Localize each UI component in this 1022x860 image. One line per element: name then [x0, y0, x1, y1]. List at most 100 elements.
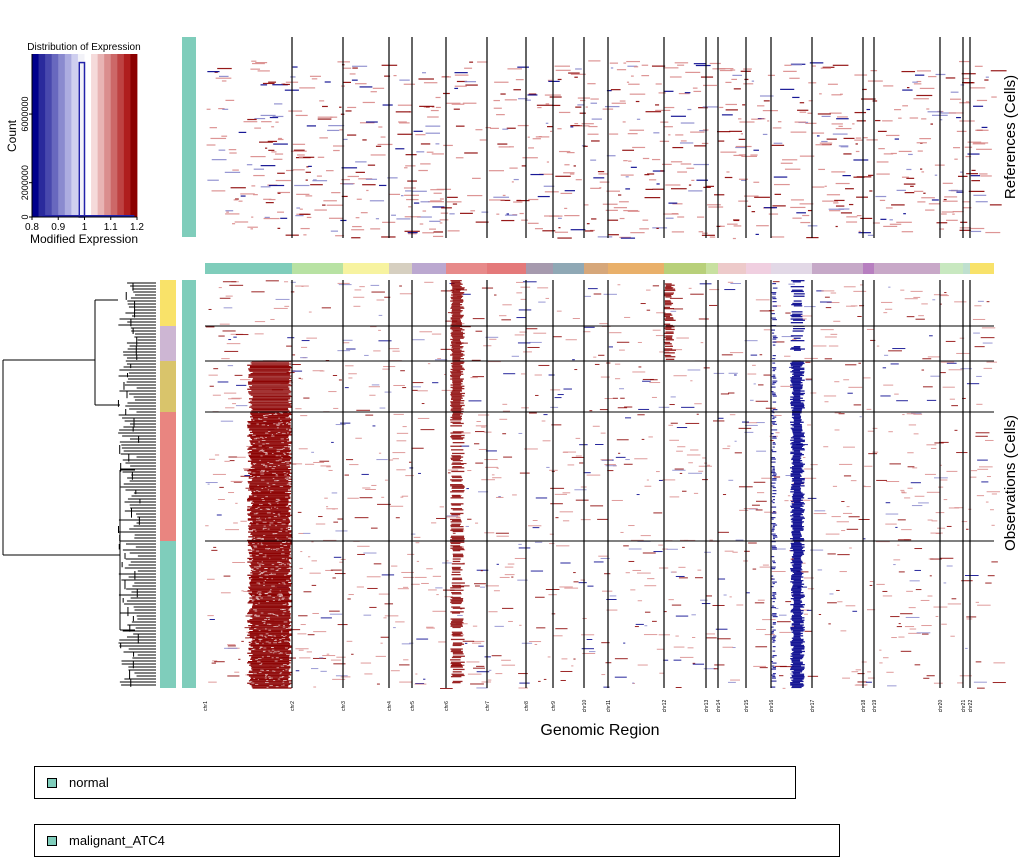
chr16-loss-mark	[792, 557, 801, 559]
chr1-gain-mark	[249, 635, 290, 638]
chr1-gain-texture	[281, 549, 285, 551]
observation-cnv-mark	[478, 448, 487, 450]
observation-cnv-mark	[644, 485, 652, 487]
chr16-loss-mark	[793, 415, 802, 417]
reference-cnv-mark	[420, 143, 431, 145]
reference-cnv-mark	[299, 208, 303, 210]
chr6-gain-mark	[452, 466, 462, 468]
chr1-gain-texture	[277, 650, 280, 652]
observation-cnv-mark	[396, 469, 406, 471]
chr1-gain-texture	[285, 496, 289, 498]
observation-cnv-mark	[730, 679, 741, 681]
reference-cnv-mark	[454, 85, 467, 87]
observation-cnv-mark	[700, 599, 708, 601]
observation-cnv-mark	[870, 339, 876, 341]
observation-cnv-mark	[225, 529, 240, 531]
reference-cnv-mark	[339, 106, 342, 108]
reference-cnv-mark	[738, 118, 742, 120]
observation-cnv-mark	[750, 399, 754, 401]
chr1-gain-texture	[281, 558, 285, 560]
observation-cnv-mark	[901, 529, 912, 531]
observation-cnv-mark	[837, 554, 850, 556]
chr1-gain-mark	[248, 422, 291, 424]
observation-cnv-mark	[879, 649, 882, 651]
reference-cnv-mark	[842, 175, 851, 177]
reference-cnv-mark	[431, 153, 444, 155]
chr16-loss-mark	[791, 679, 803, 681]
chr1-gain-texture	[270, 635, 273, 637]
reference-cnv-mark	[625, 176, 629, 178]
reference-cnv-mark	[498, 146, 511, 148]
observation-cnv-mark	[943, 499, 948, 501]
observation-cnv-mark	[409, 642, 414, 644]
chr1-gain-texture	[252, 594, 255, 596]
observation-cnv-mark	[457, 614, 463, 616]
reference-cnv-mark	[743, 83, 754, 85]
observation-cnv-mark	[951, 405, 958, 407]
chr16-loss-mark	[793, 492, 803, 494]
reference-cnv-mark	[362, 184, 376, 186]
reference-cnv-mark	[630, 75, 634, 77]
reference-cnv-mark	[705, 185, 715, 187]
chr1-gain-texture	[287, 444, 290, 446]
observation-cnv-mark	[563, 388, 572, 390]
reference-cnv-mark	[570, 126, 574, 128]
observation-cnv-mark	[470, 377, 478, 379]
chr16-loss-edge	[772, 667, 776, 669]
observation-cnv-mark	[467, 518, 472, 520]
observation-cnv-mark	[644, 585, 657, 587]
observation-cnv-mark	[579, 462, 584, 464]
chr12-gain-mark	[664, 315, 671, 318]
chr16-loss-mark	[790, 340, 805, 342]
chr1-gain-texture	[265, 641, 269, 643]
chr1-gain-texture	[259, 459, 261, 461]
observation-cnv-mark	[446, 515, 459, 517]
observation-cnv-mark	[399, 293, 413, 295]
chr16-loss-edge	[771, 656, 775, 658]
legend-swatch-normal	[47, 778, 57, 788]
chr1-gain-texture	[261, 561, 263, 563]
reference-cnv-mark	[653, 132, 660, 134]
chr16-loss-edge	[771, 470, 775, 472]
observation-cnv-mark	[718, 417, 724, 419]
observation-cnv-mark	[882, 590, 888, 592]
reference-cnv-mark	[225, 99, 235, 101]
chr1-gain-texture	[281, 462, 286, 463]
observation-cnv-mark	[834, 381, 840, 383]
observation-cnv-mark	[598, 354, 605, 356]
reference-cnv-mark	[501, 219, 515, 222]
observation-cnv-mark	[336, 656, 346, 658]
observation-cnv-mark	[388, 459, 394, 461]
observation-cnv-mark	[806, 609, 812, 611]
chr16-loss-edge	[772, 581, 777, 583]
observation-cnv-mark	[682, 546, 685, 548]
observation-cnv-mark	[554, 397, 562, 399]
observation-cnv-mark	[371, 484, 377, 486]
reference-cnv-mark	[902, 89, 913, 91]
reference-cnv-mark	[403, 187, 416, 189]
chr16-loss-mark	[791, 631, 801, 633]
chr1-gain-mark	[249, 428, 292, 430]
chr1-gain-texture	[255, 625, 259, 626]
chr1-gain-texture	[261, 440, 266, 441]
chr16-loss-mark	[792, 466, 804, 468]
reference-cnv-mark	[428, 201, 444, 203]
observation-cnv-mark	[308, 311, 312, 313]
y-tick-label: 0	[20, 214, 30, 219]
reference-cnv-mark	[960, 221, 968, 223]
reference-cnv-mark	[630, 166, 637, 168]
chr1-gain-texture	[266, 680, 269, 681]
observation-cnv-mark	[756, 422, 765, 424]
observation-cnv-mark	[335, 530, 348, 532]
reference-cnv-mark	[714, 194, 725, 196]
chr1-gain-mark	[250, 663, 290, 665]
chr1-gain-mark	[249, 487, 291, 489]
sample-annotation-bar	[182, 280, 196, 688]
observation-cnv-mark	[472, 640, 485, 642]
chr6-gain-mark	[450, 368, 465, 371]
chr16-loss-edge	[771, 529, 775, 531]
observation-cnv-mark	[496, 467, 499, 469]
chr1-gain-texture	[265, 682, 269, 683]
chr16-loss-mark	[791, 545, 802, 547]
chr6-gain-mark	[452, 546, 462, 548]
